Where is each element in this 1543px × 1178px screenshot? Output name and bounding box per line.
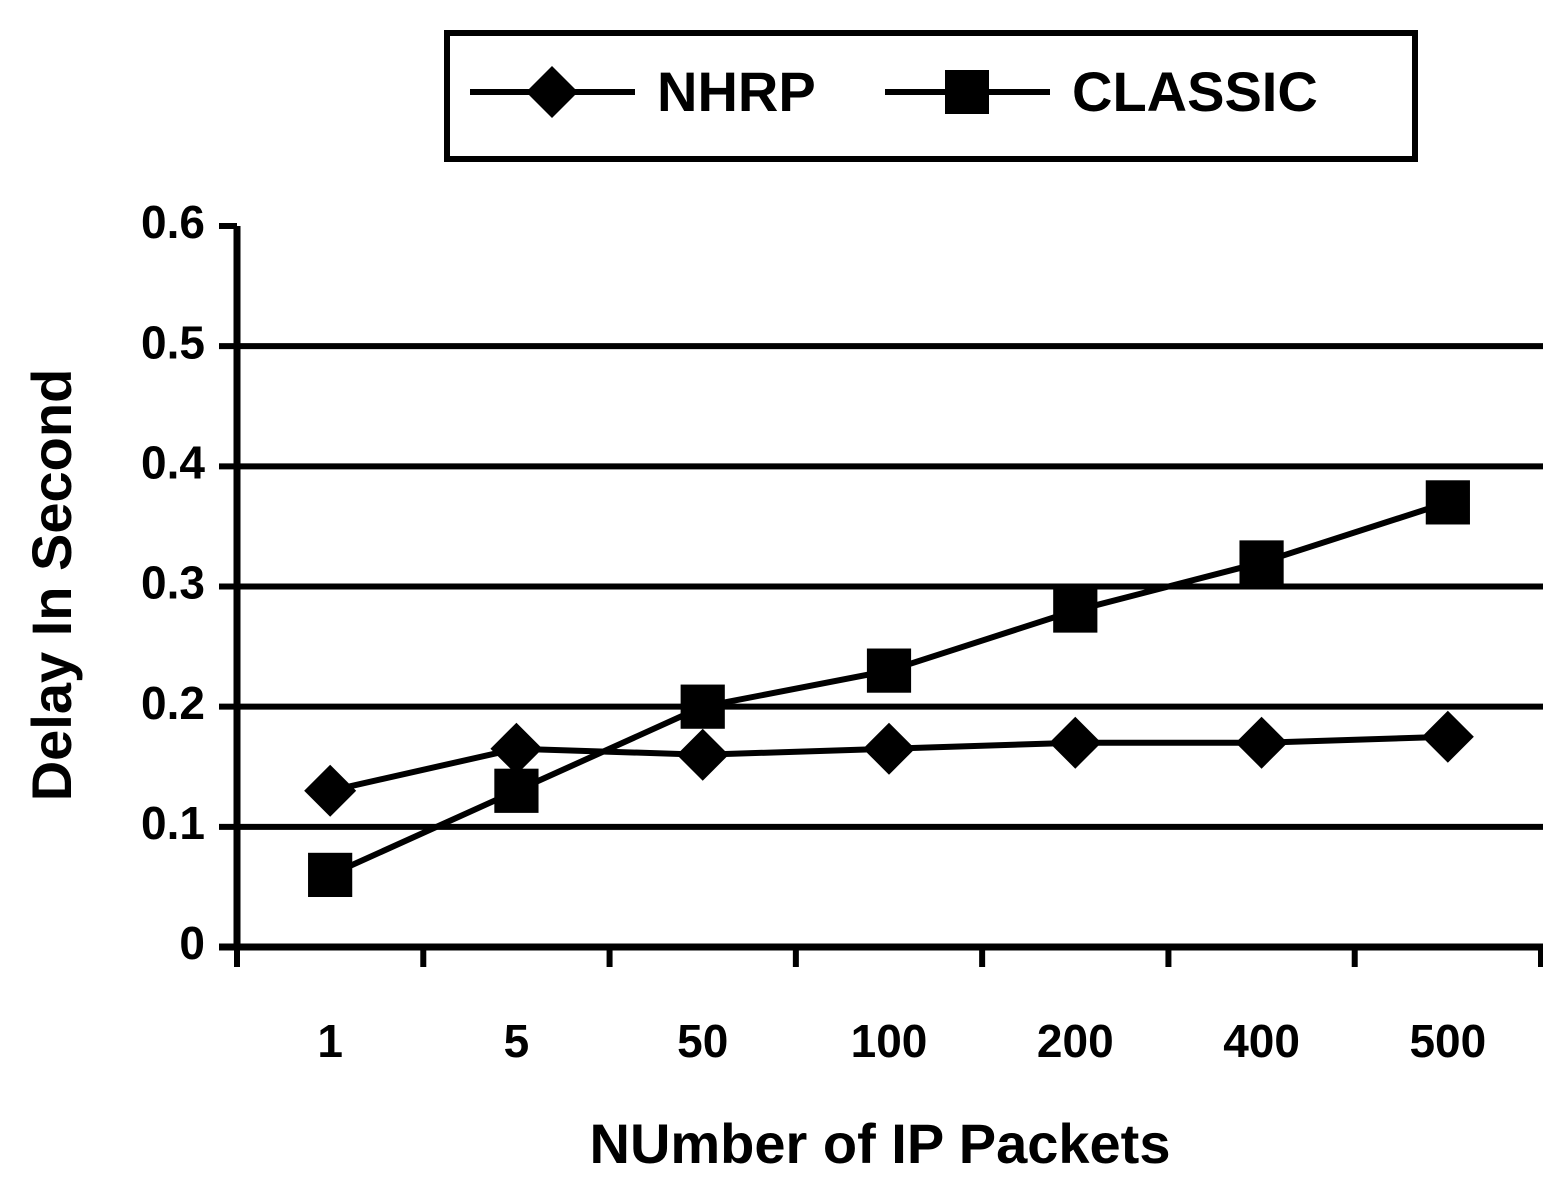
diamond-marker [304,764,357,817]
y-tick-label: 0.1 [141,797,205,849]
diamond-marker [863,722,915,775]
square-marker [1425,480,1470,525]
x-tick-label: 50 [677,1015,728,1067]
x-tick-label: 400 [1223,1015,1300,1067]
legend-label: NHRP [657,60,816,123]
diamond-marker [490,722,543,775]
legend-label: CLASSIC [1072,60,1318,123]
legend-marker [945,70,989,114]
x-tick-label: 500 [1409,1015,1486,1067]
x-tick-label: 200 [1037,1015,1114,1067]
y-tick-label: 0.6 [141,196,205,248]
y-axis-title: Delay In Second [20,369,83,802]
square-marker [494,768,539,813]
diamond-marker [676,728,729,781]
square-marker [1239,540,1284,585]
y-tick-label: 0.2 [141,677,205,729]
legend-box [444,30,1418,162]
square-marker [680,684,725,729]
x-tick-label: 5 [504,1015,530,1067]
y-tick-label: 0 [179,917,205,969]
y-tick-label: 0.3 [141,557,205,609]
y-tick-label: 0.4 [141,436,205,488]
x-tick-label: 1 [317,1015,343,1067]
square-marker [866,648,912,693]
square-marker [1053,588,1098,633]
y-tick-label: 0.5 [141,316,205,368]
square-marker [308,852,353,897]
legend-marker [526,66,578,118]
diamond-marker [1421,710,1474,763]
x-axis-title: NUmber of IP Packets [590,1112,1171,1175]
x-tick-label: 100 [851,1015,928,1067]
diamond-marker [1049,716,1102,769]
diamond-marker [1235,716,1288,769]
